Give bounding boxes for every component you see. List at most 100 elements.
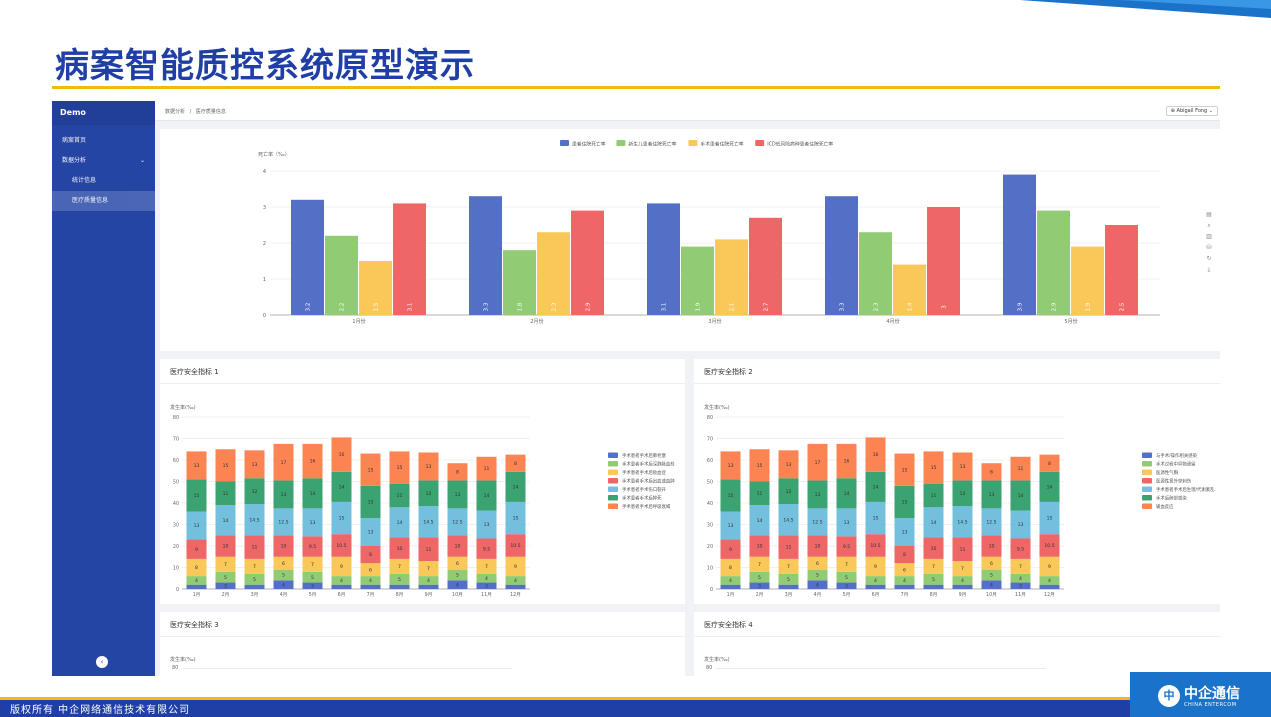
legend-label: 手术后肺部感染 [1156,495,1187,502]
x-tick-label: 11月 [1015,592,1026,598]
data-label: 10 [989,544,995,550]
y-tick-label: 0 [176,587,179,593]
data-label: 12.5 [278,519,288,525]
data-label: 2.5 [1120,302,1126,311]
stack-segment [1039,454,1060,472]
stack-segment [749,449,770,482]
stack-segment [360,453,381,486]
stack-segment [981,569,1002,581]
bar [647,203,680,315]
data-label: 3 [758,583,761,589]
data-label: 8 [990,469,993,475]
data-label: 11 [960,547,966,553]
legend-label: 输血反应 [1156,503,1174,510]
download-icon[interactable]: ⤓ [1207,266,1211,273]
data-label: 5 [311,575,314,581]
x-tick-label: 8月 [396,592,404,598]
data-label: 2.7 [764,302,770,311]
legend-swatch [560,140,569,146]
stack-segment [302,478,323,509]
stack-segment [865,556,886,577]
data-label: 4 [1048,578,1051,584]
sidebar-item-medical-quality[interactable]: 医疗质量信息 [52,191,155,211]
data-label: 10 [815,544,821,550]
bar-chart-icon[interactable]: ▥ [1206,233,1212,240]
legend-swatch [1142,452,1152,458]
card-title: 医疗安全指标 3 [170,621,219,629]
data-label: 14 [484,493,490,499]
stack-segment [331,437,352,472]
y-tick-label: 0 [263,313,266,319]
data-label: 9 [340,564,343,570]
sidebar-item-data-analysis[interactable]: 数据分析 ⌄ [52,151,155,171]
stack-segment [273,443,294,481]
stack-segment [894,584,915,589]
data-label: 16 [310,459,316,465]
bar [537,232,570,315]
mortality-chart: 患者住院死亡率 新生儿患者住院死亡率 手术患者住院死亡率 ICD低风险病种患者住院死亡… [258,140,1160,325]
y-tick-label: 70 [173,436,179,442]
y-tick-label: 10 [173,565,179,571]
stack-segment [476,573,497,583]
chart-toolbox: ▤ ⌕ ▥ ⛁ ↻ ⤓ [1204,209,1214,275]
x-tick-label: 9月 [959,592,967,598]
stack-segment [331,471,352,502]
data-label: 12.5 [986,519,996,525]
stack-segment [720,558,741,577]
stack-segment [302,556,323,572]
data-label: 8 [903,552,906,558]
collapse-sidebar-button[interactable]: ‹ [96,656,108,668]
stack-segment [244,584,265,589]
data-view-icon[interactable]: ▤ [1206,211,1212,218]
sidebar-item-home[interactable]: 病案首页 [62,137,87,144]
data-label: 13 [989,492,995,498]
stack-segment [720,479,741,512]
legend-label: 手术患者手术后呼吸衰竭 [622,503,671,510]
stack-segment [360,485,381,519]
data-label: 12 [426,491,432,497]
data-label: 4 [903,578,906,584]
data-label: 13 [310,520,316,526]
stack-segment [923,537,944,559]
bar [1105,225,1138,315]
data-label: 13 [1018,522,1024,528]
refresh-icon[interactable]: ↻ [1206,255,1212,262]
data-label: 7 [485,564,488,570]
slide-title: 病案智能质控系统原型演示 [55,46,475,86]
stack-segment [389,451,410,484]
data-label: 14 [873,484,879,490]
grid-line [182,668,512,669]
sidebar-item-statistics[interactable]: 统计信息 [72,177,97,184]
bar [1071,246,1104,315]
data-label: 5 [787,577,790,583]
stack-segment [447,535,468,557]
y-tick-label: 30 [173,522,179,528]
legend-label: 医源性意外穿刺伤 [1156,478,1192,485]
data-label: 1.8 [518,302,524,311]
bar [749,217,782,315]
stack-icon[interactable]: ⛁ [1206,244,1212,251]
x-tick-label: 8月 [930,592,938,598]
data-label: 6 [903,567,906,573]
y-tick-label: 3 [263,205,266,211]
y-tick-label: 80 [172,665,179,671]
stack-segment [273,556,294,570]
card-title: 医疗安全指标 1 [170,368,219,376]
user-menu-button[interactable]: ⊕ Abigail Fong ⌄ [1165,106,1218,116]
stack-segment [952,480,973,507]
stack-segment [215,481,236,506]
stack-segment [186,539,207,559]
zoom-icon[interactable]: ⌕ [1207,222,1211,229]
app-brand: Demo [52,101,155,125]
data-label: 1.9 [1086,302,1092,311]
data-label: 11 [252,545,258,551]
breadcrumb-item[interactable]: 数据分析 [165,109,186,115]
stack-segment [720,451,741,480]
stack-segment [807,580,828,589]
y-tick-label: 4 [263,169,266,175]
data-label: 1.4 [908,302,914,311]
stack-segment [186,479,207,512]
data-label: 15 [902,467,908,473]
y-tick-label: 80 [173,415,179,421]
stack-segment [302,582,323,589]
